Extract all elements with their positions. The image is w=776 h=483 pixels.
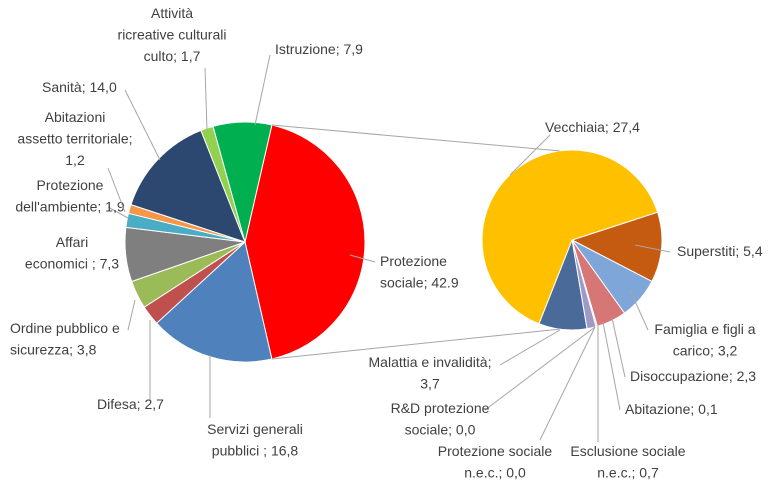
data-label: Esclusione sociale n.e.c.; 0,7 [570,443,685,481]
data-label: Abitazioni assetto territoriale; 1,2 [17,109,132,168]
data-label: Vecchiaia; 27,4 [545,119,640,135]
pie-slice [570,211,663,283]
leader-line [124,89,161,161]
leader-line [107,167,126,213]
leader-line [254,54,271,126]
pie-slice [155,241,273,363]
data-label: Abitazione; 0,1 [625,401,718,417]
data-label: Protezione sociale; 42.9 [380,253,459,291]
data-label: Protezione sociale n.e.c.; 0,0 [438,443,553,481]
leader-line [509,134,551,176]
data-label: Difesa; 2,7 [97,396,164,412]
leader-line [204,67,208,131]
data-label: R&D protezione sociale; 0,0 [391,400,490,438]
leader-line [629,289,649,331]
data-label: Servizi generali pubblici ; 16,8 [207,421,303,459]
data-label: Protezione dell'ambiente; 1,9 [15,177,125,215]
data-label: Disoccupazione; 2,3 [630,368,756,384]
data-label: Famiglia e figli a carico; 3,2 [654,321,755,359]
leader-line [611,317,626,378]
connector-line [271,124,560,152]
pie-slice [212,121,273,243]
leader-line [499,329,561,366]
data-label: Malattia e invalidità; 3,7 [369,354,492,392]
leader-line [539,326,596,441]
leader-line [107,206,129,219]
data-label: Superstiti; 5,4 [677,243,763,259]
leader-line [602,321,621,411]
leader-line [349,254,376,263]
data-label: Ordine pubblico e sicurezza; 3,8 [10,320,120,358]
data-label: Attività ricreative culturali culto; 1,7 [118,5,227,64]
leader-line [127,299,136,331]
data-label: Sanità; 14,0 [42,79,117,95]
pie-slice [244,124,366,360]
data-label: Istruzione; 7,9 [275,41,363,57]
leader-line [484,326,596,411]
leader-line [634,244,671,253]
connector-line [271,328,560,360]
data-label: Affari economici ; 7,3 [25,234,119,272]
